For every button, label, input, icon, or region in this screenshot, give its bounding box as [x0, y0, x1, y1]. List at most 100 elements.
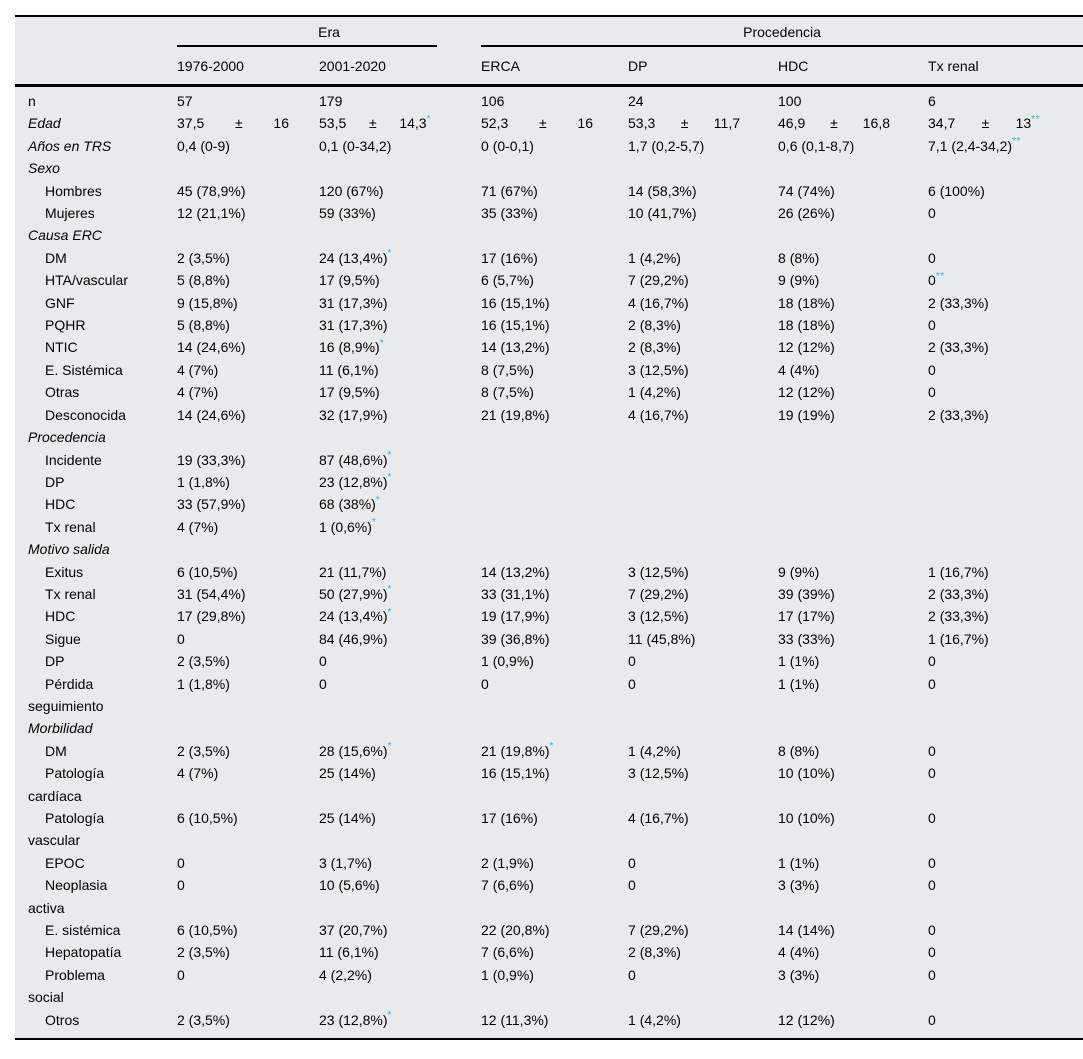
table-cell: 34,7 ±13**	[928, 112, 1083, 134]
table-cell: 2 (33,3%)	[928, 339, 989, 356]
table-cell: 0	[928, 249, 936, 266]
table-cell: 0	[177, 854, 185, 871]
table-cell	[481, 516, 628, 538]
table-cell	[778, 157, 928, 179]
table-cell: 14 (13,2%)	[481, 339, 550, 356]
table-cell: 25 (14%)	[319, 765, 376, 782]
table-cell: 3 (12,5%)	[628, 765, 689, 782]
table-row: PQHR 5 (8,8%) 31 (17,3%) 16 (15,1%) 2 (8,3%)…	[15, 314, 1083, 336]
table-row: n 57 179 106 24 100 6	[15, 86, 1083, 113]
table-cell: 1 (4,2%)	[628, 249, 681, 266]
table-cell: 32 (17,9%)	[319, 406, 388, 423]
column-header: Tx renal	[928, 47, 1083, 87]
table-row: NTIC 14 (24,6%) 16 (8,9%)* 14 (13,2%) 2 (8,3…	[15, 336, 1083, 358]
table-cell: 31 (17,3%)	[319, 294, 388, 311]
table-cell: 33 (33%)	[778, 630, 835, 647]
group-underline	[481, 45, 1083, 47]
table-cell: 0	[628, 653, 636, 670]
table-body: n 57 179 106 24 100 6 Edad 37,5 ±16 53,5 ±14,3* 52,3…	[15, 86, 1083, 1039]
table-cell: 31 (54,4%)	[177, 585, 246, 602]
table-cell: 17 (17%)	[778, 608, 835, 625]
table-cell: 0	[177, 630, 185, 647]
table-cell	[928, 717, 1083, 739]
table-row: Problema social 0 4 (2,2%) 1 (0,9%) 0 3 (3%) 0	[15, 964, 1083, 1009]
column-header: DP	[628, 47, 779, 87]
row-label: NTIC	[45, 339, 78, 356]
row-label: Patología vascular	[28, 810, 105, 849]
table-cell: 8 (8%)	[778, 742, 820, 759]
table-cell: 14 (24,6%)	[177, 406, 246, 423]
table-cell: 14 (14%)	[778, 922, 835, 939]
table-cell	[778, 426, 928, 448]
row-label: Años en TRS	[28, 137, 112, 154]
table-cell: 7 (6,6%)	[481, 944, 534, 961]
table-cell: 179	[319, 93, 343, 109]
table-cell: 1 (1%)	[778, 653, 820, 670]
table-cell: 0	[928, 877, 936, 894]
summary-table-container: Era Procedencia 1976-2000 2001-2020 ERCA…	[15, 15, 1083, 1041]
table-cell: 0**	[928, 270, 945, 289]
table-cell: 7,1 (2,4-34,2)**	[928, 136, 1021, 154]
table-cell: 10 (5,6%)	[319, 877, 380, 894]
row-label: Morbilidad	[28, 720, 93, 737]
significance-marker: *	[387, 472, 392, 484]
significance-marker: *	[549, 741, 554, 753]
table-cell: 53,3 ±11,7	[628, 112, 778, 134]
table-cell: 4 (16,7%)	[628, 406, 689, 423]
table-cell: 4 (16,7%)	[628, 810, 689, 826]
table-cell	[778, 516, 928, 538]
table-cell: 100	[778, 93, 802, 109]
table-cell: 33 (31,1%)	[481, 585, 550, 602]
significance-marker: **	[935, 270, 945, 282]
table-cell: 8 (8%)	[778, 249, 820, 266]
table-cell: 19 (19%)	[778, 406, 835, 423]
table-cell: 39 (36,8%)	[481, 630, 550, 647]
table-cell: 25 (14%)	[319, 810, 376, 826]
row-label: Mujeres	[45, 205, 95, 222]
table-cell: 0	[928, 675, 936, 692]
table-cell: 28 (15,6%)*	[319, 741, 392, 759]
significance-marker: *	[387, 741, 392, 753]
table-row: HTA/vascular 5 (8,8%) 17 (9,5%) 6 (5,7%) 7 (…	[15, 269, 1083, 291]
table-row: Otras 4 (7%) 17 (9,5%) 8 (7,5%) 1 (4,2%) 12 (…	[15, 381, 1083, 403]
table-cell	[177, 717, 319, 739]
significance-marker: *	[387, 584, 392, 596]
column-group-header-era: Era	[177, 17, 481, 47]
table-row: HDC 17 (29,8%) 24 (13,4%)* 19 (17,9%) 3 (12,…	[15, 605, 1083, 627]
mean-sd-value: 53,5 ±14,3*	[319, 113, 431, 132]
significance-marker: *	[371, 517, 377, 529]
column-header: HDC	[778, 47, 929, 87]
table-cell	[628, 471, 778, 493]
row-label: DM	[45, 742, 67, 759]
table-cell: 0	[628, 854, 636, 871]
row-label: Tx renal	[45, 518, 96, 535]
table-cell: 35 (33%)	[481, 205, 538, 222]
row-label: Tx renal	[45, 585, 96, 602]
table-cell: 10 (10%)	[778, 765, 835, 782]
table-cell: 7 (29,2%)	[628, 922, 689, 939]
table-cell: 0	[628, 675, 636, 692]
table-cell: 12 (12%)	[778, 1011, 835, 1028]
row-label: Hombres	[45, 182, 102, 199]
table-cell	[481, 538, 628, 560]
table-cell: 3 (3%)	[778, 877, 820, 894]
table-cell: 2 (33,3%)	[928, 608, 989, 625]
table-cell	[778, 449, 928, 471]
table-cell	[928, 157, 1083, 179]
mean-sd-value: 53,3 ±11,7	[628, 115, 741, 132]
table-cell: 14 (58,3%)	[628, 182, 697, 199]
table-cell: 1 (16,7%)	[928, 630, 989, 647]
row-label: Edad	[28, 115, 61, 132]
table-cell: 17 (16%)	[481, 810, 538, 826]
significance-marker: *	[387, 1010, 392, 1021]
table-row: Pérdida seguimiento 1 (1,8%) 0 0 0 1 (1%) 0	[15, 673, 1083, 718]
row-label: Otros	[45, 1011, 80, 1028]
table-cell: 120 (67%)	[319, 182, 384, 199]
significance-marker: *	[426, 113, 431, 125]
table-cell: 52,3 ±16	[481, 112, 628, 134]
table-cell: 18 (18%)	[778, 317, 835, 334]
table-cell: 17 (29,8%)	[177, 608, 246, 625]
row-label: E. sistémica	[45, 922, 121, 939]
table-cell: 0	[628, 877, 636, 894]
table-cell	[481, 426, 628, 448]
